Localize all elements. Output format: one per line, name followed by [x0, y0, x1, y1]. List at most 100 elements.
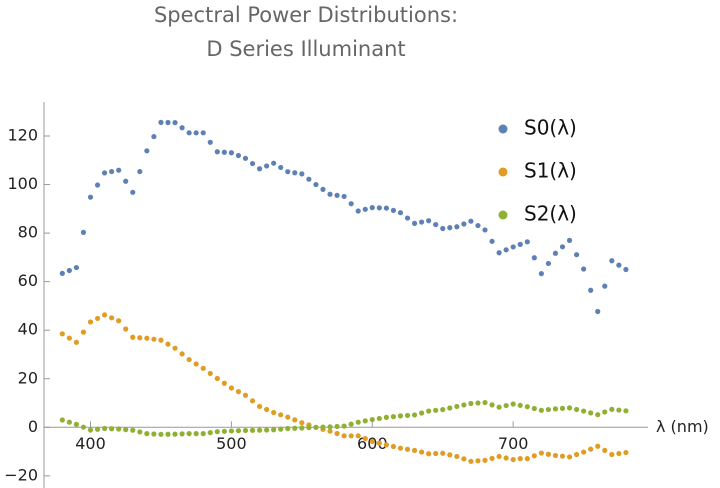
point — [87, 427, 94, 433]
point — [468, 458, 474, 464]
point — [327, 424, 333, 430]
point — [334, 430, 340, 437]
point — [278, 412, 284, 418]
point — [559, 453, 566, 459]
y-tick-label: 60 — [18, 271, 38, 290]
point — [362, 418, 368, 424]
point — [362, 206, 368, 212]
point — [538, 450, 544, 456]
point — [355, 208, 361, 214]
point — [73, 339, 80, 345]
point — [59, 331, 65, 337]
point — [87, 319, 94, 325]
point — [334, 192, 340, 198]
point — [595, 308, 601, 315]
point — [299, 425, 305, 431]
point — [404, 215, 411, 221]
point — [214, 375, 220, 382]
point — [256, 427, 263, 433]
point — [320, 186, 326, 192]
point — [94, 426, 101, 432]
point — [179, 125, 185, 131]
point — [165, 119, 171, 126]
point — [383, 414, 389, 420]
point — [228, 428, 234, 434]
point — [151, 336, 157, 342]
point — [109, 426, 115, 432]
point — [573, 451, 580, 458]
point — [510, 401, 516, 407]
point — [426, 451, 432, 457]
point — [200, 365, 206, 371]
point — [130, 427, 136, 433]
point — [531, 405, 537, 412]
point — [566, 454, 573, 460]
point — [313, 424, 319, 430]
point — [383, 442, 389, 448]
point — [475, 458, 481, 464]
point — [524, 404, 530, 410]
point — [165, 341, 171, 347]
point — [482, 457, 488, 463]
y-tick-label: 80 — [18, 223, 38, 242]
point — [327, 191, 333, 197]
y-tick-label: 120 — [7, 125, 38, 144]
point — [80, 229, 87, 235]
point — [249, 398, 256, 404]
point — [566, 405, 573, 411]
point — [390, 414, 397, 420]
point — [489, 455, 495, 461]
point — [172, 431, 178, 437]
point — [552, 452, 559, 459]
point — [552, 250, 559, 256]
point — [517, 241, 523, 247]
point — [151, 133, 157, 140]
point — [609, 451, 615, 458]
point — [235, 152, 242, 159]
point — [454, 453, 460, 460]
point — [158, 119, 164, 125]
point — [623, 449, 629, 456]
point — [207, 139, 213, 145]
point — [376, 205, 382, 211]
point — [581, 449, 587, 455]
point — [193, 361, 199, 367]
point — [228, 150, 234, 156]
point — [299, 420, 305, 426]
point — [271, 160, 277, 166]
point — [116, 426, 122, 432]
point — [214, 429, 220, 435]
point — [271, 409, 277, 416]
point — [348, 433, 354, 439]
point — [186, 130, 192, 136]
point — [369, 416, 375, 423]
point — [221, 380, 227, 386]
point — [130, 189, 136, 195]
point — [172, 120, 178, 126]
point — [109, 168, 115, 175]
point — [524, 456, 530, 462]
point — [242, 392, 249, 398]
point — [256, 403, 263, 410]
point — [404, 412, 411, 419]
point — [433, 221, 439, 228]
point — [193, 130, 199, 136]
point — [207, 430, 213, 436]
point — [123, 178, 129, 184]
point — [454, 224, 460, 230]
point — [292, 417, 298, 423]
point — [482, 399, 488, 406]
legend-marker — [498, 124, 508, 134]
point — [109, 315, 115, 321]
point — [362, 435, 368, 442]
point — [588, 446, 594, 452]
point — [151, 431, 157, 437]
point — [271, 427, 277, 433]
point — [186, 431, 192, 437]
point — [193, 431, 199, 437]
legend-marker — [498, 210, 508, 220]
point — [228, 385, 234, 391]
point — [292, 170, 298, 176]
point — [214, 149, 220, 155]
point — [264, 163, 270, 169]
